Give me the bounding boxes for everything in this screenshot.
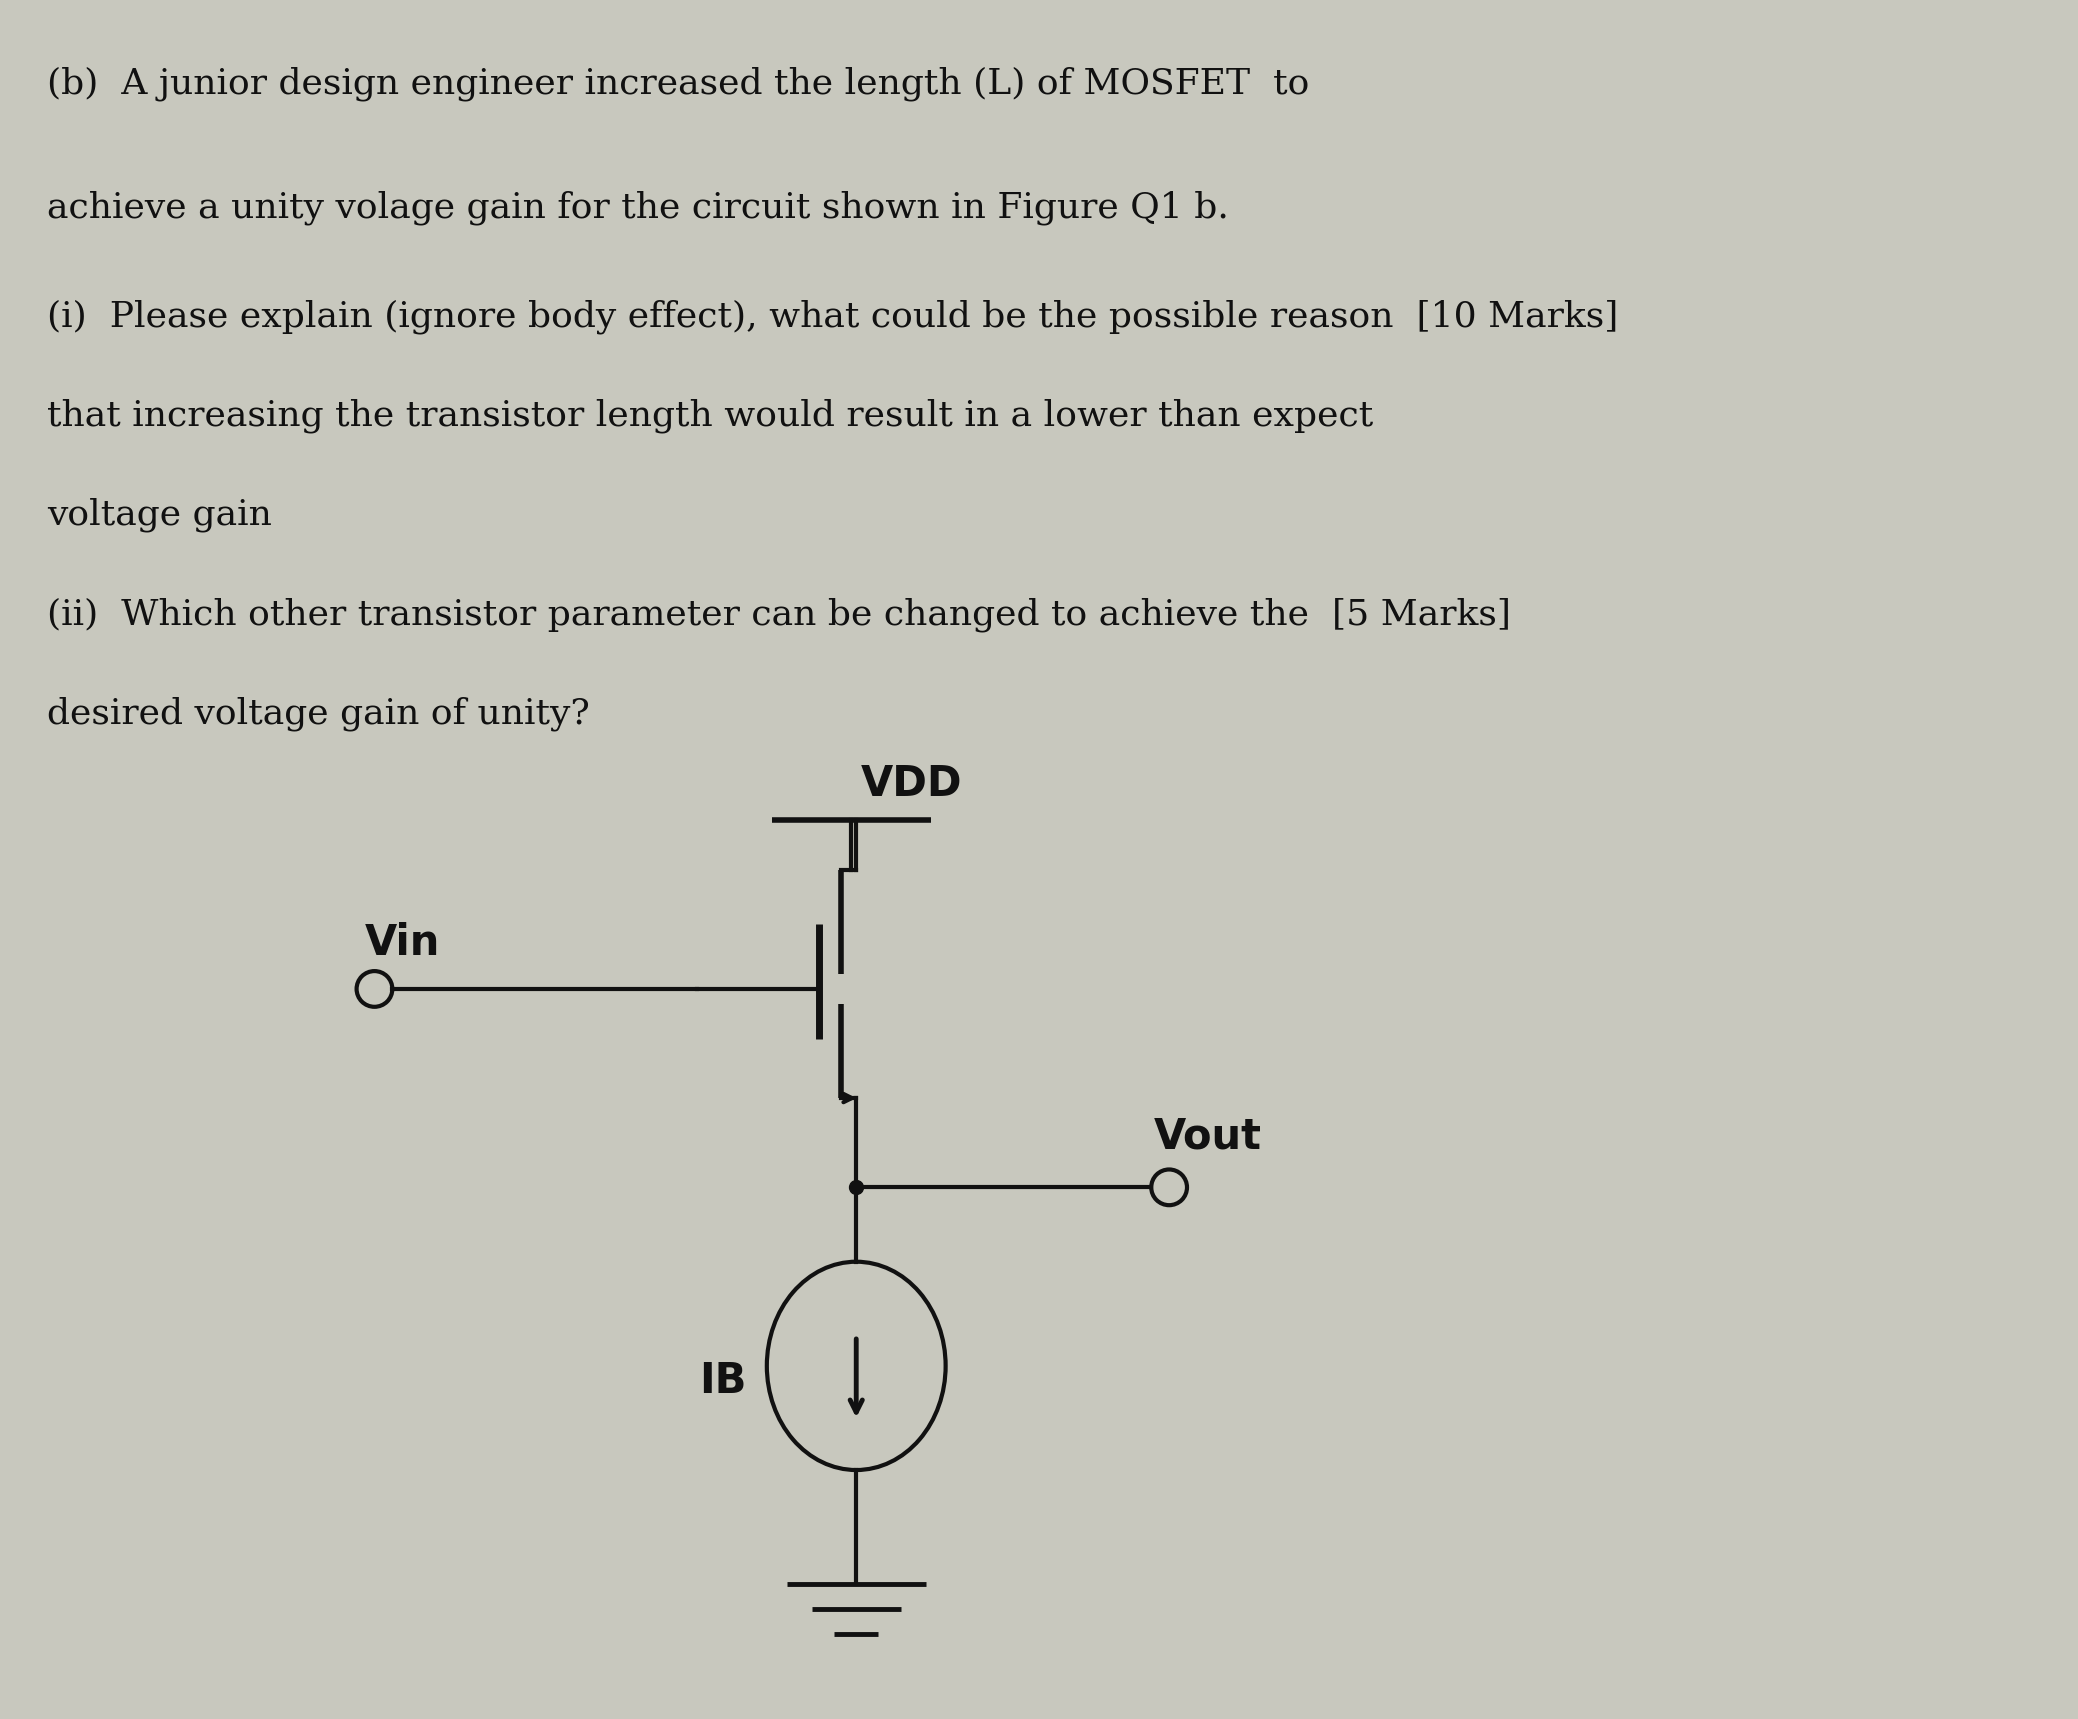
Text: Vout: Vout xyxy=(1153,1116,1261,1157)
Text: voltage gain: voltage gain xyxy=(46,499,272,533)
Text: IB: IB xyxy=(700,1360,746,1401)
Text: desired voltage gain of unity?: desired voltage gain of unity? xyxy=(46,696,590,731)
Text: achieve a unity volage gain for the circuit shown in Figure Q1 b.: achieve a unity volage gain for the circ… xyxy=(46,191,1228,225)
Text: that increasing the transistor length would result in a lower than expect: that increasing the transistor length wo… xyxy=(46,399,1374,433)
Text: Vin: Vin xyxy=(364,921,441,964)
Text: (i)  Please explain (ignore body effect), what could be the possible reason  [10: (i) Please explain (ignore body effect),… xyxy=(46,299,1619,333)
Text: (b)  A junior design engineer increased the length (L) of MOSFET  to: (b) A junior design engineer increased t… xyxy=(46,67,1309,101)
Text: VDD: VDD xyxy=(860,763,962,806)
Text: (ii)  Which other transistor parameter can be changed to achieve the  [5 Marks]: (ii) Which other transistor parameter ca… xyxy=(46,596,1511,631)
